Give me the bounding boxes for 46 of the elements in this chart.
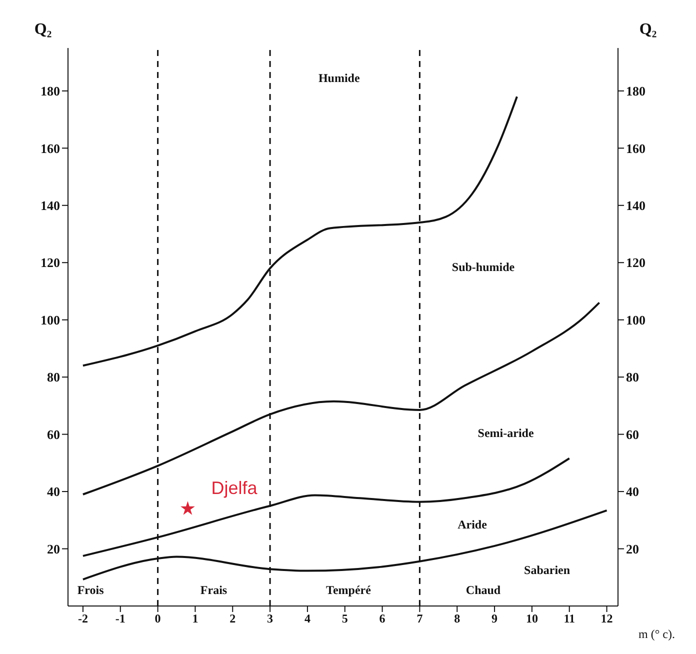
y2-tick-label: 100: [626, 312, 646, 328]
y-axis-title: Q₂: [34, 21, 52, 38]
x-tick-label: 6: [379, 612, 386, 626]
y2-tick-label: 160: [626, 140, 646, 156]
y2-axis-title: Q₂: [639, 21, 657, 38]
annotation: Sabarien: [524, 563, 570, 578]
x-tick-label: 4: [304, 612, 310, 626]
y2-tick-label: 40: [626, 484, 639, 500]
y-tick-label: 180: [40, 84, 60, 99]
y2-tick-label: 20: [626, 541, 639, 556]
x-tick-label: 2: [230, 612, 236, 626]
y-tick-label: 100: [40, 312, 60, 328]
x-tick-label: 12: [600, 612, 613, 626]
x-tick-label: 9: [492, 612, 498, 626]
x-tick-label: 7: [416, 612, 423, 626]
x-tick-label: 5: [342, 612, 348, 626]
y2-tick-label: 120: [626, 255, 646, 270]
y2-tick-label: 60: [626, 426, 639, 442]
x-tick-label: 1: [192, 612, 198, 626]
x-tick-label: 10: [526, 612, 538, 626]
x-axis-title: m (° c).: [638, 627, 675, 641]
annotation: Semi-aride: [478, 426, 534, 440]
x-tick-label: 3: [267, 612, 274, 626]
y-tick-label: 120: [40, 255, 60, 270]
y2-tick-label: 180: [626, 84, 646, 99]
annotation: Tempéré: [326, 583, 372, 598]
y-tick-label: 80: [47, 370, 60, 385]
y-tick-label: 20: [47, 541, 60, 556]
x-tick-label: 0: [154, 612, 161, 626]
annotation: Humide: [318, 71, 360, 85]
x-tick-label: -2: [78, 612, 88, 626]
y-tick-label: 40: [47, 484, 60, 500]
annotation: Aride: [458, 517, 488, 532]
x-tick-label: -1: [115, 612, 126, 626]
y-tick-label: 160: [40, 140, 60, 156]
annotation: Frais: [200, 583, 228, 598]
y2-tick-label: 80: [626, 370, 639, 385]
y2-tick-label: 140: [626, 198, 646, 213]
series-label: Djelfa: [211, 478, 258, 498]
annotation: Frois: [77, 583, 104, 598]
y-tick-label: 140: [40, 198, 60, 213]
x-tick-label: 11: [564, 612, 576, 626]
annotation: Chaud: [466, 583, 501, 598]
y-tick-label: 60: [47, 426, 60, 442]
annotation: Sub-humide: [452, 260, 516, 274]
x-tick-label: 8: [454, 612, 460, 626]
